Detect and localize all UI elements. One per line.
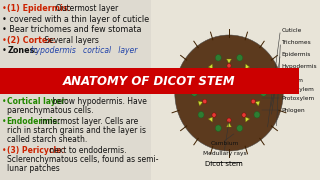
- Circle shape: [193, 54, 266, 132]
- Circle shape: [197, 59, 261, 127]
- Text: Trichomes: Trichomes: [281, 39, 311, 44]
- Circle shape: [178, 38, 280, 148]
- Text: called starch sheath.: called starch sheath.: [6, 135, 87, 144]
- Text: innermost layer. Cells are: innermost layer. Cells are: [38, 117, 139, 126]
- Circle shape: [212, 113, 216, 117]
- Text: Cambium: Cambium: [210, 141, 238, 146]
- Text: (3) Pericycle:: (3) Pericycle:: [6, 146, 64, 155]
- Circle shape: [251, 82, 255, 87]
- Text: •: •: [2, 146, 6, 155]
- Text: parenchymatous cells.: parenchymatous cells.: [6, 106, 93, 115]
- Text: Several layers: Several layers: [42, 35, 99, 44]
- Circle shape: [215, 125, 221, 131]
- Circle shape: [212, 69, 216, 73]
- Polygon shape: [227, 59, 232, 64]
- Circle shape: [260, 90, 267, 96]
- Text: (1) Epidermis:: (1) Epidermis:: [7, 4, 71, 13]
- Text: (2) Cortex:: (2) Cortex:: [7, 35, 56, 44]
- Polygon shape: [255, 101, 260, 106]
- Circle shape: [215, 55, 221, 61]
- Circle shape: [191, 90, 197, 96]
- Circle shape: [251, 99, 255, 104]
- Text: Sclerenchymatous cells, found as semi-: Sclerenchymatous cells, found as semi-: [6, 155, 158, 164]
- Text: •: •: [2, 117, 6, 126]
- Text: Phlogen: Phlogen: [281, 107, 305, 112]
- Text: Medullary rays: Medullary rays: [203, 151, 246, 156]
- Text: ANATOMY OF DICOT STEM: ANATOMY OF DICOT STEM: [63, 75, 236, 87]
- Circle shape: [185, 46, 273, 140]
- Polygon shape: [245, 64, 250, 69]
- Circle shape: [242, 69, 246, 73]
- Text: •: •: [2, 97, 6, 106]
- Polygon shape: [208, 64, 213, 69]
- Circle shape: [203, 99, 207, 104]
- Text: •: •: [2, 46, 9, 55]
- Bar: [0, 68, 299, 94]
- Text: Hypodermis: Hypodermis: [281, 64, 317, 69]
- Circle shape: [203, 82, 207, 87]
- Circle shape: [181, 42, 277, 144]
- Text: hypodermis   cortical   layer: hypodermis cortical layer: [26, 46, 138, 55]
- Polygon shape: [198, 80, 203, 85]
- Text: Phloem: Phloem: [281, 78, 303, 82]
- Circle shape: [198, 68, 204, 75]
- Circle shape: [237, 55, 243, 61]
- Circle shape: [227, 64, 231, 68]
- Text: below hypodermis. Have: below hypodermis. Have: [50, 97, 147, 106]
- Polygon shape: [255, 80, 260, 85]
- Text: Endodermis:: Endodermis:: [6, 117, 61, 126]
- Polygon shape: [208, 117, 213, 122]
- Circle shape: [175, 35, 283, 151]
- Text: • Bear trichomes and few stomata: • Bear trichomes and few stomata: [2, 25, 141, 34]
- Circle shape: [198, 112, 204, 118]
- Text: rich in starch grains and the layer is: rich in starch grains and the layer is: [6, 126, 146, 135]
- Text: Protoxylem: Protoxylem: [281, 96, 315, 100]
- Circle shape: [189, 50, 269, 136]
- Text: Outermost layer: Outermost layer: [51, 4, 119, 13]
- Circle shape: [227, 118, 231, 122]
- Polygon shape: [227, 123, 232, 127]
- Text: Cortical layer:: Cortical layer:: [6, 97, 68, 106]
- Text: Dicot stem: Dicot stem: [205, 161, 243, 167]
- Circle shape: [242, 113, 246, 117]
- Text: •: •: [2, 4, 9, 13]
- Text: Cuticle: Cuticle: [281, 28, 302, 33]
- Text: lunar patches: lunar patches: [6, 164, 59, 173]
- Circle shape: [254, 68, 260, 75]
- Polygon shape: [198, 101, 203, 106]
- Bar: [0, 0, 151, 180]
- Circle shape: [204, 66, 254, 120]
- Circle shape: [237, 125, 243, 131]
- Text: Metaxylem: Metaxylem: [281, 87, 314, 91]
- Polygon shape: [245, 117, 250, 122]
- Text: Epidermis: Epidermis: [281, 51, 311, 57]
- Text: next to endodermis.: next to endodermis.: [47, 146, 127, 155]
- Circle shape: [254, 112, 260, 118]
- Text: •: •: [2, 35, 9, 44]
- Text: Zones:: Zones:: [7, 46, 38, 55]
- Text: • covered with a thin layer of cuticle: • covered with a thin layer of cuticle: [2, 15, 149, 24]
